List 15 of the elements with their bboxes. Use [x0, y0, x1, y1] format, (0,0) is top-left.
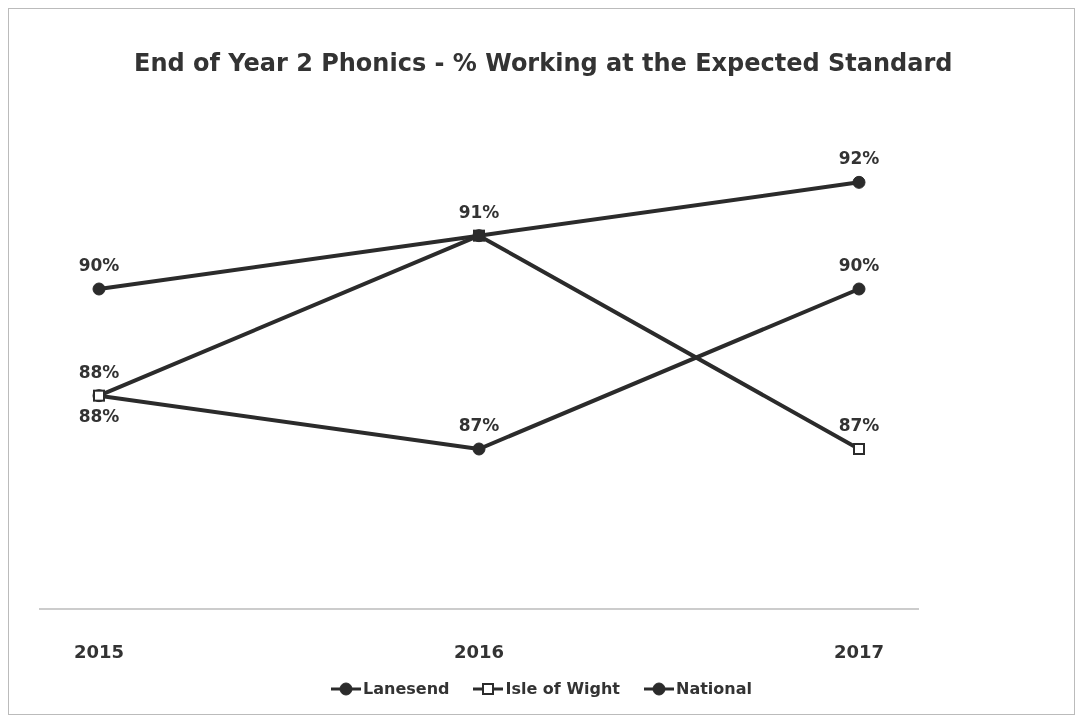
legend-label: National [676, 679, 752, 698]
data-label: 92% [838, 148, 880, 169]
legend-label: Lanesend [363, 679, 450, 698]
data-label: 87% [458, 415, 500, 435]
x-tick-label: 2017 [833, 640, 885, 662]
data-label: 90% [838, 255, 880, 275]
data-label: 91% [458, 201, 500, 222]
x-tick-label: 2016 [453, 640, 505, 662]
x-tick-label: 2015 [73, 640, 125, 662]
legend-label: Isle of Wight [505, 679, 620, 698]
chart-title: End of Year 2 Phonics - % Working at the Expected Standard [133, 48, 954, 79]
data-label: 87% [838, 415, 880, 435]
data-label: 90% [78, 255, 120, 275]
data-label: 88% [78, 405, 120, 426]
data-label: 88% [78, 361, 120, 382]
